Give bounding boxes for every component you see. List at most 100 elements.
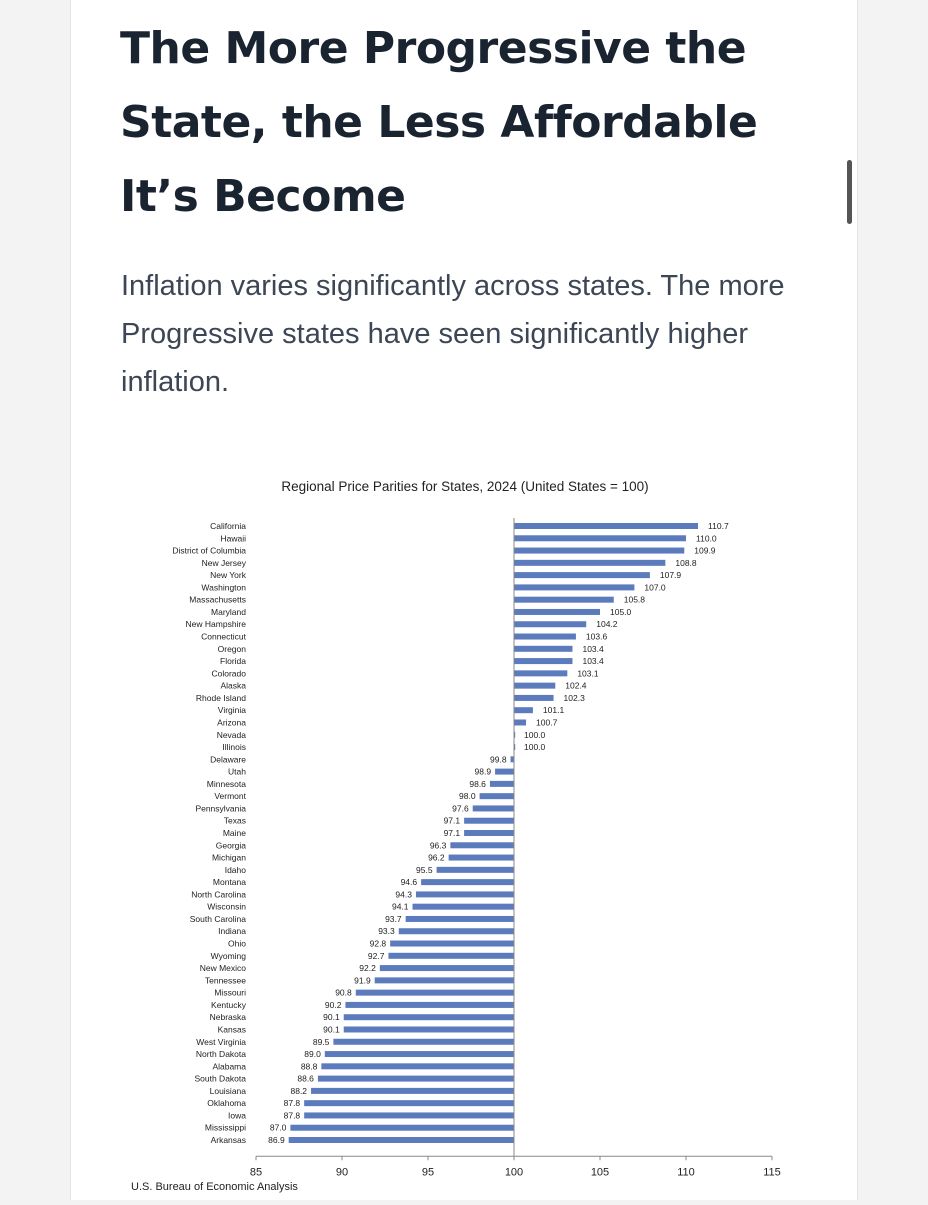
category-label-alaska: Alaska (220, 681, 246, 691)
bar-west-virginia (333, 1038, 514, 1045)
value-label-vermont: 98.0 (459, 791, 476, 801)
bar-texas (464, 817, 514, 824)
bar-massachusetts (514, 596, 614, 603)
bar-north-carolina (415, 891, 514, 898)
category-label-idaho: Idaho (225, 865, 247, 875)
value-label-hawaii: 110.0 (696, 533, 717, 543)
category-label-maryland: Maryland (211, 607, 246, 617)
category-label-texas: Texas (224, 816, 246, 826)
category-label-florida: Florida (220, 656, 246, 666)
category-label-ohio: Ohio (228, 939, 246, 949)
bar-wyoming (388, 952, 514, 959)
bar-arizona (514, 719, 527, 726)
chart-source: U.S. Bureau of Economic Analysis (131, 1181, 298, 1193)
article-page (70, 0, 858, 1200)
category-label-arizona: Arizona (217, 717, 246, 727)
value-label-district-of-columbia: 109.9 (694, 546, 716, 556)
category-label-north-carolina: North Carolina (191, 889, 246, 899)
value-label-rhode-island: 102.3 (564, 693, 586, 703)
bar-nebraska (343, 1014, 514, 1021)
value-label-ohio: 92.8 (370, 939, 387, 949)
x-tick-label-105: 105 (591, 1166, 609, 1178)
bar-alaska (514, 682, 556, 689)
value-label-texas: 97.1 (444, 816, 461, 826)
value-label-illinois: 100.0 (524, 742, 546, 752)
category-label-virginia: Virginia (218, 705, 246, 715)
bar-tennessee (374, 977, 514, 984)
value-label-south-dakota: 88.6 (297, 1074, 314, 1084)
category-label-oklahoma: Oklahoma (207, 1098, 246, 1108)
category-label-wyoming: Wyoming (211, 951, 247, 961)
bar-delaware (510, 756, 514, 763)
category-label-nebraska: Nebraska (210, 1012, 247, 1022)
bar-new-york (514, 572, 650, 579)
headline-line-3: It’s Become (120, 171, 406, 222)
bar-vermont (479, 793, 514, 800)
value-label-utah: 98.9 (475, 767, 492, 777)
value-label-wyoming: 92.7 (368, 951, 385, 961)
bar-nevada (514, 731, 516, 738)
value-label-new-york: 107.9 (660, 570, 682, 580)
category-label-california: California (210, 521, 246, 531)
category-label-pennsylvania: Pennsylvania (195, 803, 246, 813)
category-label-south-carolina: South Carolina (190, 914, 247, 924)
category-label-georgia: Georgia (216, 840, 247, 850)
headline-line-2: State, the Less Affordable (120, 97, 758, 148)
x-tick-label-90: 90 (336, 1166, 348, 1178)
value-label-arkansas: 86.9 (268, 1135, 285, 1145)
x-tick-label-100: 100 (505, 1166, 523, 1178)
bar-connecticut (514, 633, 576, 640)
bar-oregon (514, 645, 573, 652)
x-tick-label-115: 115 (763, 1166, 781, 1178)
value-label-florida: 103.4 (582, 656, 604, 666)
article-headline: The More Progressive the State, the Less… (120, 12, 820, 234)
price-parity-chart: Regional Price Parities for States, 2024… (0, 440, 928, 1200)
bar-minnesota (489, 780, 514, 787)
category-label-kansas: Kansas (218, 1024, 246, 1034)
value-label-nebraska: 90.1 (323, 1012, 340, 1022)
category-label-south-dakota: South Dakota (194, 1074, 246, 1084)
value-label-south-carolina: 93.7 (385, 914, 402, 924)
value-label-oklahoma: 87.8 (284, 1098, 301, 1108)
category-label-minnesota: Minnesota (207, 779, 246, 789)
value-label-montana: 94.6 (401, 877, 418, 887)
category-label-indiana: Indiana (218, 926, 246, 936)
category-label-montana: Montana (213, 877, 246, 887)
value-label-maryland: 105.0 (610, 607, 632, 617)
value-label-michigan: 96.2 (428, 853, 445, 863)
bar-maine (464, 830, 514, 836)
category-label-alabama: Alabama (212, 1061, 246, 1071)
bar-south-carolina (405, 915, 514, 922)
value-label-kansas: 90.1 (323, 1024, 340, 1034)
value-label-nevada: 100.0 (524, 730, 546, 740)
category-label-mississippi: Mississippi (205, 1123, 246, 1133)
bar-north-dakota (324, 1051, 514, 1058)
x-axis: 85 90 95 100 105 110 115 (250, 518, 781, 1178)
category-label-arkansas: Arkansas (211, 1135, 246, 1145)
category-label-hawaii: Hawaii (220, 533, 246, 543)
bar-arkansas (288, 1137, 514, 1143)
value-label-oregon: 103.4 (582, 644, 604, 654)
bar-georgia (450, 842, 514, 849)
category-label-louisiana: Louisiana (210, 1086, 247, 1096)
scrollbar-thumb[interactable] (847, 160, 852, 224)
bar-pennsylvania (472, 805, 514, 812)
category-label-new-jersey: New Jersey (202, 558, 247, 568)
value-label-alabama: 88.8 (301, 1061, 318, 1071)
chart-svg: Regional Price Parities for States, 2024… (172, 479, 781, 1178)
category-label-illinois: Illinois (222, 742, 246, 752)
article-subheading: Inflation varies significantly across st… (121, 270, 785, 398)
value-label-idaho: 95.5 (416, 865, 433, 875)
category-label-delaware: Delaware (210, 754, 246, 764)
value-label-new-mexico: 92.2 (359, 963, 376, 973)
bar-kansas (343, 1026, 514, 1033)
category-label-utah: Utah (228, 767, 246, 777)
category-label-wisconsin: Wisconsin (207, 902, 246, 912)
value-label-missouri: 90.8 (335, 988, 352, 998)
category-label-massachusetts: Massachusetts (189, 595, 246, 605)
category-label-connecticut: Connecticut (201, 632, 247, 642)
bar-south-dakota (317, 1075, 514, 1082)
bar-california (514, 523, 699, 529)
category-label-new-hampshire: New Hampshire (186, 619, 247, 629)
value-label-virginia: 101.1 (543, 705, 565, 715)
